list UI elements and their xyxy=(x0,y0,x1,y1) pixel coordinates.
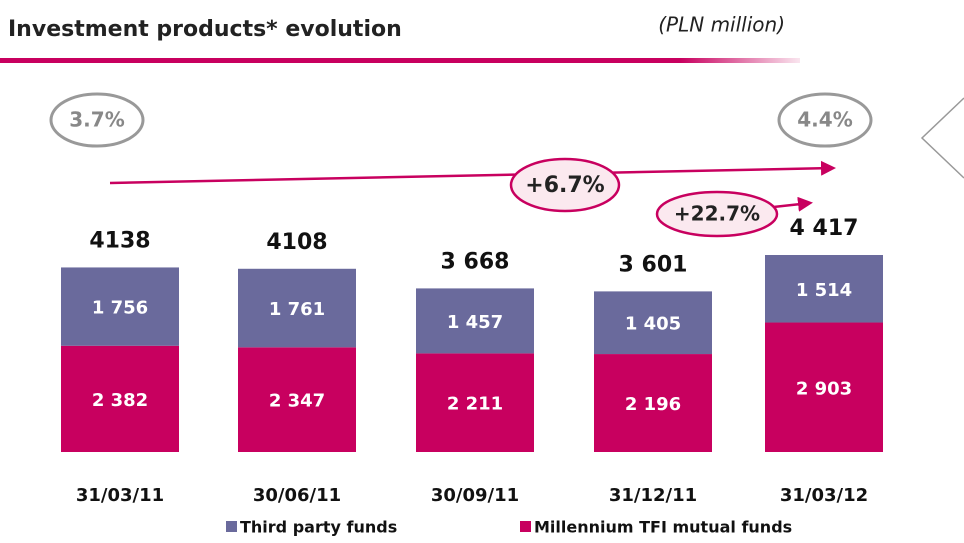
arrow xyxy=(109,160,836,185)
bar-segment xyxy=(416,353,534,452)
value-label: 1 756 xyxy=(92,298,148,319)
legend-swatch xyxy=(226,521,237,532)
total-label: 3 601 xyxy=(619,252,688,277)
annotation: 3.7% xyxy=(69,108,124,132)
legend-label: Third party funds xyxy=(240,518,397,537)
annotation: +22.7% xyxy=(674,202,760,226)
x-tick-label: 31/03/11 xyxy=(76,485,164,506)
chart-title: Investment products* evolution xyxy=(8,17,402,42)
value-label: 2 196 xyxy=(625,394,681,415)
value-label: 1 405 xyxy=(625,314,681,335)
bar-segment xyxy=(238,268,356,348)
annotation-bubble xyxy=(655,190,779,238)
total-label: 3 668 xyxy=(441,249,510,274)
bar-segment xyxy=(416,288,534,354)
title-underline xyxy=(0,58,800,63)
legend-swatch xyxy=(520,521,531,532)
annotation-bubble xyxy=(509,157,621,213)
chevron xyxy=(920,97,964,179)
chart-subtitle: (PLN million) xyxy=(658,13,785,37)
annotation-bubble xyxy=(49,92,145,148)
annotation: +6.7% xyxy=(525,173,604,198)
x-tick-label: 30/09/11 xyxy=(431,485,519,506)
value-label: 1 761 xyxy=(269,299,325,320)
bar-segment xyxy=(765,322,883,452)
legend-label: Millennium TFI mutual funds xyxy=(534,518,792,537)
bar-segment xyxy=(594,354,712,452)
x-tick-label: 31/03/12 xyxy=(780,485,868,506)
total-label: 4 417 xyxy=(790,216,859,241)
total-label: 4138 xyxy=(89,228,150,253)
x-tick-label: 30/06/11 xyxy=(253,485,341,506)
value-label: 1 514 xyxy=(796,280,852,301)
annotation: 4.4% xyxy=(797,108,852,132)
bar-segment xyxy=(61,345,179,452)
bar-segment xyxy=(594,291,712,355)
value-label: 1 457 xyxy=(447,312,503,333)
value-label: 2 211 xyxy=(447,394,503,415)
value-label: 2 382 xyxy=(92,390,148,411)
bar-segment xyxy=(765,255,883,323)
annotation-bubble xyxy=(777,92,873,148)
total-label: 4108 xyxy=(266,230,327,255)
bar-segment xyxy=(61,267,179,346)
bar-segment xyxy=(238,347,356,452)
value-label: 2 347 xyxy=(269,391,325,412)
x-tick-label: 31/12/11 xyxy=(609,485,697,506)
value-label: 2 903 xyxy=(796,378,852,399)
